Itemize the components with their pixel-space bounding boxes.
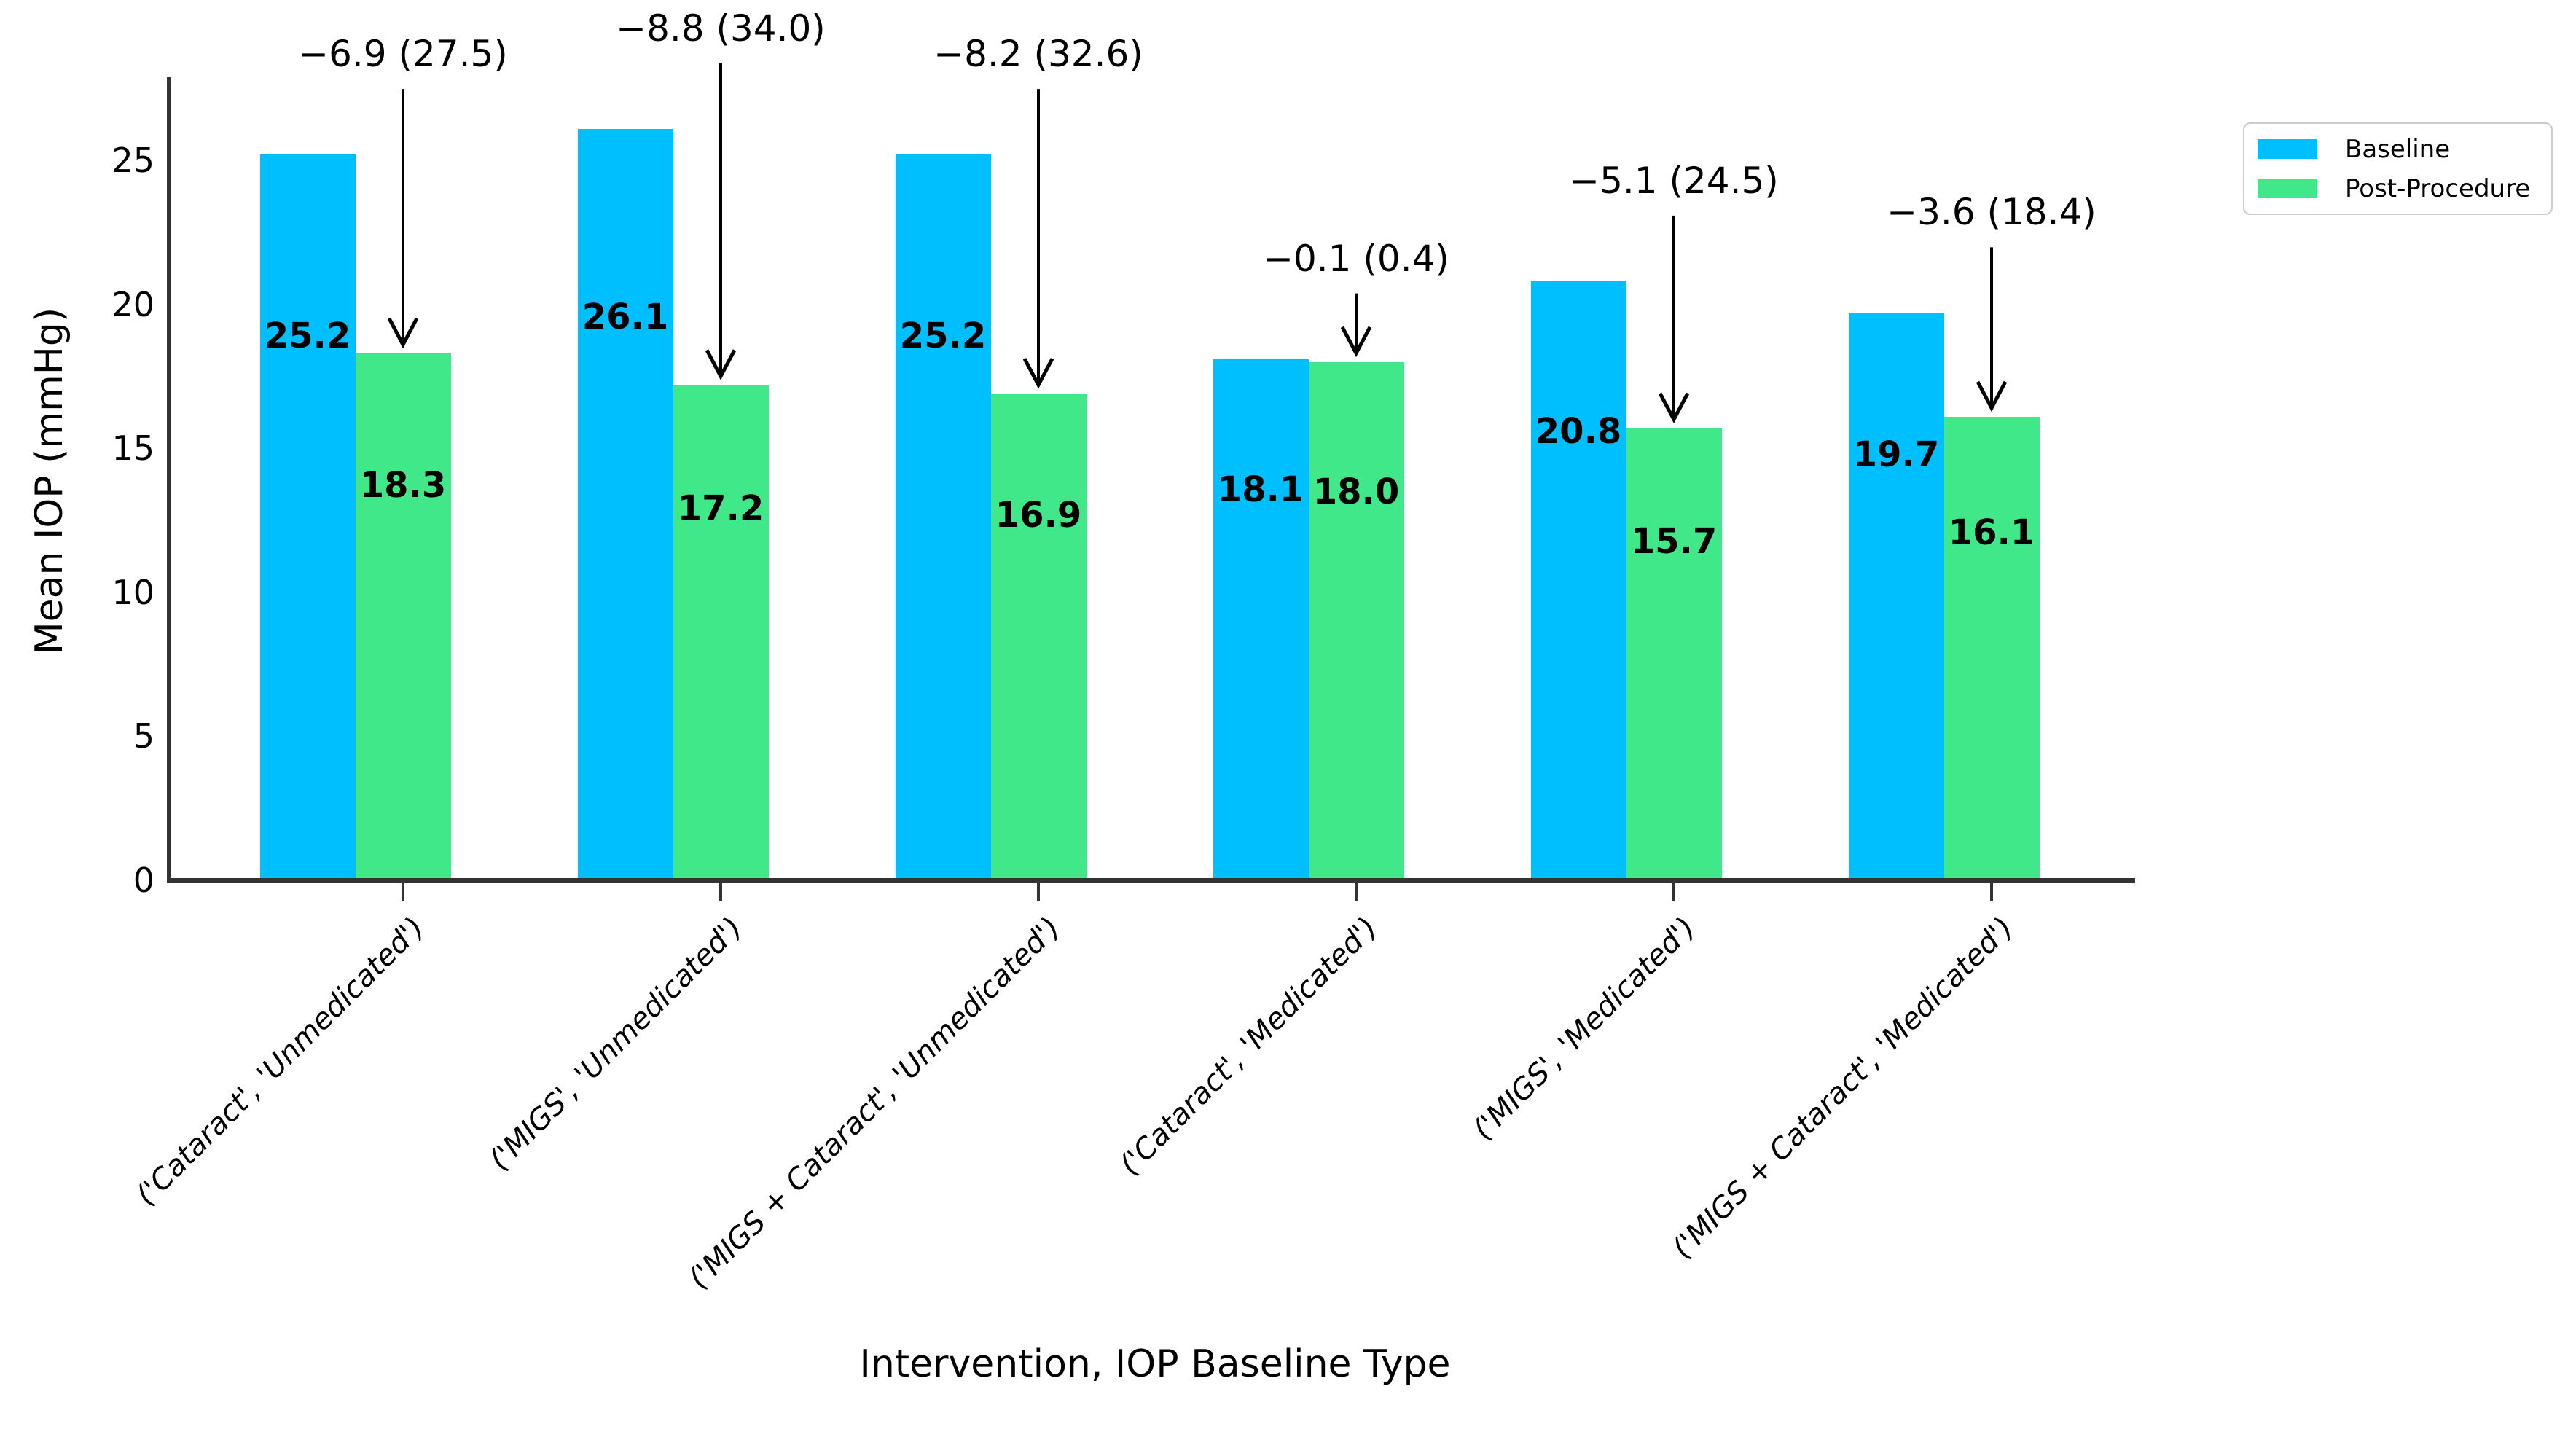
x-tick-label-5: ('MIGS + Cataract', 'Medicated'): [1665, 911, 2020, 1266]
post-procedure-value-label-5: 16.1: [1948, 512, 2035, 553]
x-tick-mark-5: [1990, 883, 1993, 901]
post-procedure-color-swatch: [2258, 179, 2317, 198]
bar-post-procedure-4: [1626, 428, 1722, 882]
baseline-value-label-1: 26.1: [582, 296, 669, 337]
legend-item-post-procedure: Post-Procedure: [2258, 175, 2538, 203]
x-tick-label-2: ('MIGS + Cataract', 'Unmedicated'): [681, 911, 1067, 1296]
bar-baseline-3: [1213, 359, 1309, 882]
x-tick-mark-2: [1037, 883, 1040, 901]
bar-baseline-5: [1848, 313, 1944, 882]
y-tick-label-20: 20: [111, 284, 154, 324]
baseline-value-label-4: 20.8: [1535, 410, 1622, 452]
y-tick-label-10: 10: [111, 572, 154, 612]
post-procedure-value-label-3: 18.0: [1312, 471, 1400, 512]
x-tick-mark-3: [1355, 883, 1358, 901]
legend-label-post-procedure: Post-Procedure: [2345, 173, 2531, 203]
bar-baseline-4: [1530, 281, 1626, 882]
reduction-annotation-1: −8.8 (34.0): [616, 7, 826, 50]
y-tick-label-15: 15: [111, 428, 154, 469]
y-axis-spine: [167, 77, 171, 883]
x-tick-label-1: ('MIGS', 'Unmedicated'): [482, 911, 749, 1178]
post-procedure-value-label-0: 18.3: [359, 464, 447, 506]
baseline-color-swatch: [2258, 139, 2317, 159]
x-tick-mark-1: [719, 883, 722, 901]
y-axis-title: Mean IOP (mmHg): [28, 307, 71, 655]
reduction-annotation-0: −6.9 (27.5): [298, 33, 508, 76]
x-tick-label-3: ('Cataract', 'Medicated'): [1113, 911, 1385, 1182]
reduction-annotation-4: −5.1 (24.5): [1569, 159, 1779, 202]
reduction-annotation-5: −3.6 (18.4): [1887, 191, 2097, 234]
baseline-value-label-2: 25.2: [899, 316, 987, 357]
x-axis-spine: [167, 878, 2135, 883]
x-axis-title: Intervention, IOP Baseline Type: [859, 1342, 1451, 1386]
bar-post-procedure-2: [990, 394, 1087, 882]
reduction-annotation-3: −0.1 (0.4): [1263, 237, 1449, 280]
post-procedure-value-label-2: 16.9: [995, 495, 1082, 536]
bar-post-procedure-5: [1943, 416, 2040, 882]
x-tick-mark-0: [402, 883, 404, 901]
bar-post-procedure-3: [1308, 361, 1404, 882]
reduction-annotation-2: −8.2 (32.6): [933, 33, 1143, 76]
legend-label-baseline: Baseline: [2345, 134, 2451, 164]
legend: Baseline Post-Procedure: [2243, 122, 2553, 215]
bar-baseline-2: [895, 154, 991, 882]
x-tick-label-0: ('Cataract', 'Unmedicated'): [130, 911, 431, 1213]
bar-post-procedure-0: [355, 353, 451, 882]
y-tick-label-0: 0: [133, 861, 154, 900]
legend-item-baseline: Baseline: [2258, 136, 2538, 163]
post-procedure-value-label-1: 17.2: [677, 488, 764, 530]
x-tick-mark-4: [1672, 883, 1675, 901]
post-procedure-value-label-4: 15.7: [1630, 520, 1718, 562]
bar-baseline-0: [259, 154, 356, 882]
bar-post-procedure-1: [673, 385, 769, 882]
bar-baseline-1: [577, 128, 673, 882]
x-tick-label-4: ('MIGS', 'Medicated'): [1466, 911, 1702, 1147]
baseline-value-label-3: 18.1: [1217, 469, 1304, 510]
y-tick-label-25: 25: [111, 141, 154, 181]
baseline-value-label-5: 19.7: [1852, 434, 1940, 476]
baseline-value-label-0: 25.2: [264, 316, 351, 357]
y-tick-label-5: 5: [133, 716, 154, 756]
